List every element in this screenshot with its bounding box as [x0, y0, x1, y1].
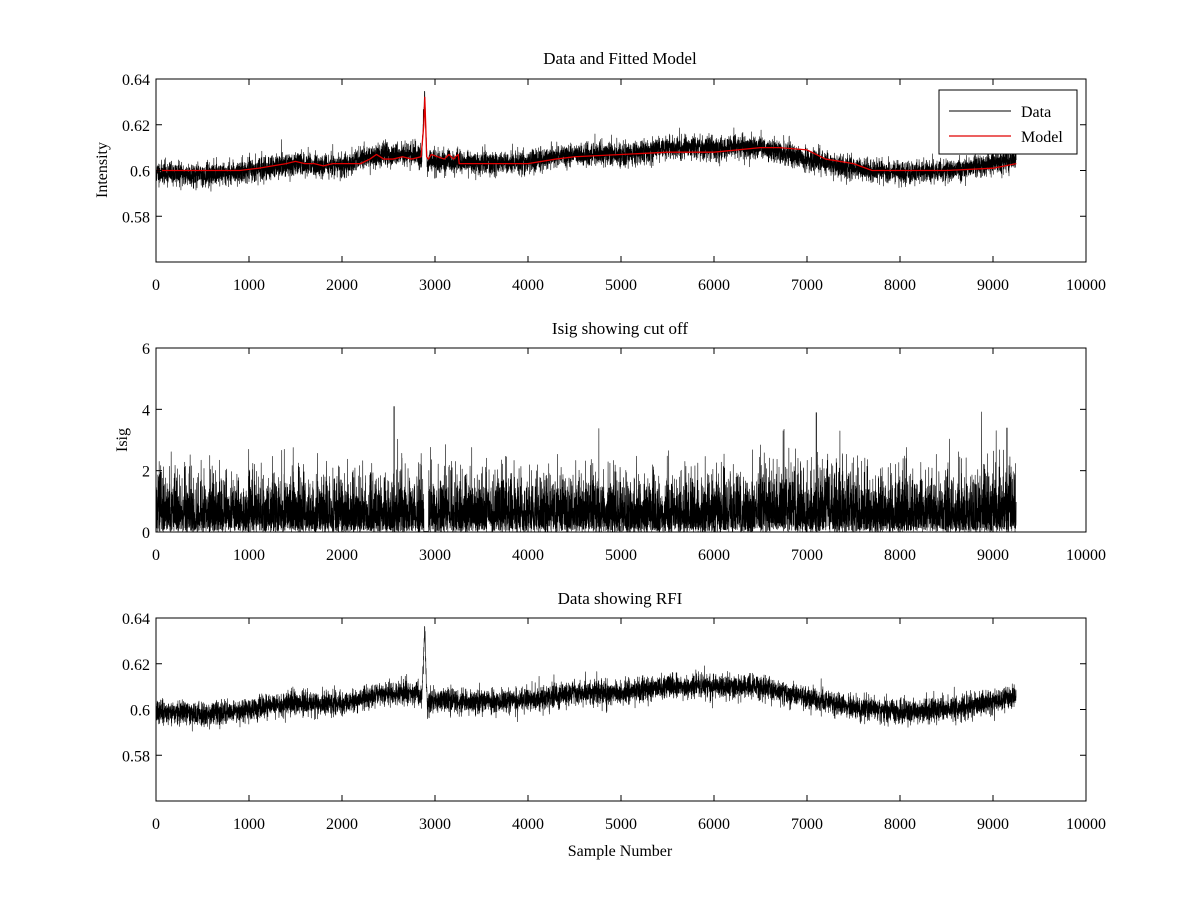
x-tick-label: 7000: [791, 277, 823, 294]
x-tick-label: 1000: [233, 277, 265, 294]
y-tick-label: 0.64: [122, 611, 150, 628]
panel-data-and-model: Data and Fitted Model Intensity 0 1000 200…: [94, 49, 1106, 294]
y-tick-label: 0.64: [122, 72, 150, 89]
panel-2-title: Isig showing cut off: [552, 319, 688, 338]
panel-1-title: Data and Fitted Model: [543, 49, 697, 68]
panel-1-series-group: [156, 91, 1017, 192]
x-tick-label: 10000: [1066, 277, 1106, 294]
x-tick-label: 3000: [419, 816, 451, 833]
series-line-isig: [156, 411, 1017, 532]
x-tick-label: 6000: [698, 547, 730, 564]
x-tick-label: 1000: [233, 816, 265, 833]
y-tick-label: 2: [142, 464, 150, 481]
panel-2-ylabel: Isig: [114, 428, 131, 452]
y-tick-label: 4: [142, 402, 150, 419]
x-tick-label: 8000: [884, 547, 916, 564]
legend-entry-model: Model: [1021, 129, 1063, 146]
y-tick-label: 0.58: [122, 748, 150, 765]
x-tick-label: 9000: [977, 816, 1009, 833]
x-tick-label: 8000: [884, 816, 916, 833]
x-tick-label: 4000: [512, 547, 544, 564]
panel-2-plot-area: 0 1000 2000 3000 4000 5000 6000 7000 8000 9000 100…: [142, 341, 1106, 564]
x-tick-label: 2000: [326, 547, 358, 564]
legend: Data Model: [938, 89, 1078, 155]
x-tick-label: 6000: [698, 816, 730, 833]
panel-2-series-group: [156, 406, 1017, 532]
y-tick-label: 0.58: [122, 209, 150, 226]
panel-3-xlabel: Sample Number: [568, 843, 673, 860]
x-tick-label: 7000: [791, 547, 823, 564]
panel-3-plot-area: 0 1000 2000 3000 4000 5000 6000 7000 8000 9000 100…: [122, 611, 1106, 833]
x-tick-label: 6000: [698, 277, 730, 294]
panel-data-rfi: Data showing RFI Sample Number 0 1000 2000…: [122, 589, 1106, 860]
x-tick-label: 5000: [605, 277, 637, 294]
x-tick-label: 0: [152, 547, 160, 564]
x-tick-label: 1000: [233, 547, 265, 564]
x-tick-label: 4000: [512, 277, 544, 294]
panel-1-ylabel: Intensity: [94, 142, 111, 198]
y-tick-label: 0.6: [130, 703, 150, 720]
series-line-data: [156, 626, 1017, 732]
x-tick-label: 3000: [419, 277, 451, 294]
x-tick-label: 0: [152, 277, 160, 294]
y-tick-label: 6: [142, 341, 150, 358]
x-tick-label: 10000: [1066, 547, 1106, 564]
x-tick-label: 5000: [605, 816, 637, 833]
panel-3-series-group: [156, 626, 1017, 732]
series-line-data: [156, 91, 1017, 192]
panel-isig: Isig showing cut off Isig 0 1000 2000 3000 4…: [114, 319, 1106, 564]
y-tick-label: 0.62: [122, 657, 150, 674]
x-tick-label: 5000: [605, 547, 637, 564]
x-tick-label: 8000: [884, 277, 916, 294]
x-tick-label: 2000: [326, 816, 358, 833]
series-line-model: [156, 96, 1017, 172]
y-tick-label: 0: [142, 525, 150, 542]
x-tick-label: 9000: [977, 547, 1009, 564]
panel-3-title: Data showing RFI: [558, 589, 683, 608]
x-tick-label: 0: [152, 816, 160, 833]
x-tick-label: 7000: [791, 816, 823, 833]
legend-box: [938, 89, 1078, 155]
x-tick-label: 4000: [512, 816, 544, 833]
x-tick-label: 10000: [1066, 816, 1106, 833]
panel-1-plot-area: 0 1000 2000 3000 4000 5000 6000 7000 8000 9000 100…: [122, 72, 1106, 294]
y-tick-label: 0.6: [130, 164, 150, 181]
legend-entry-data: Data: [1021, 104, 1051, 121]
x-tick-label: 2000: [326, 277, 358, 294]
y-tick-label: 0.62: [122, 118, 150, 135]
x-tick-label: 3000: [419, 547, 451, 564]
x-tick-label: 9000: [977, 277, 1009, 294]
